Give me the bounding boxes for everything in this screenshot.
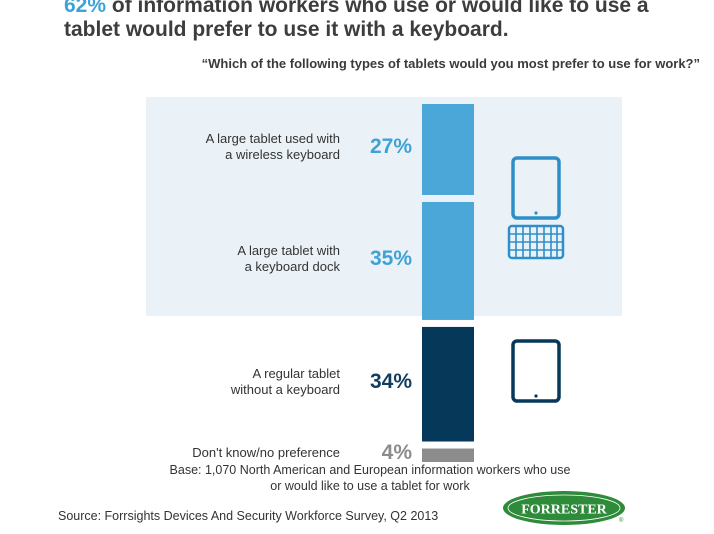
survey-question: “Which of the following types of tablets…	[201, 56, 700, 71]
value-label-no-keyboard: 34%	[369, 370, 412, 394]
category-label-line: a keyboard dock	[244, 258, 340, 274]
value-label-keyboard-dock: 35%	[369, 246, 412, 270]
base-note: Base: 1,070 North American and European …	[120, 462, 620, 494]
category-label-line: A large tablet with	[237, 242, 340, 258]
bar-no-keyboard	[422, 326, 474, 442]
value-label-wireless-keyboard: 27%	[369, 135, 412, 159]
base-note-line-2: or would like to use a tablet for work	[270, 479, 470, 493]
bar-keyboard-dock	[422, 201, 474, 320]
forrester-logo: FORRESTER ®	[503, 491, 625, 525]
tablet-with-keyboard-icon	[507, 156, 565, 260]
bar-no-preference	[422, 448, 474, 462]
keyboard-group-panel	[146, 97, 622, 316]
logo-registered-mark: ®	[619, 517, 624, 524]
headline-percentage: 62%	[64, 0, 107, 17]
category-label-no-keyboard: A regular tablet without a keyboard	[140, 366, 340, 398]
category-label-no-preference: Don't know/no preference	[140, 445, 340, 461]
headline: 62% of information workers who use or wo…	[64, 0, 704, 42]
bars	[422, 104, 474, 462]
category-label-line: A regular tablet	[252, 366, 340, 382]
logo-text: FORRESTER	[521, 503, 607, 518]
category-label-line: without a keyboard	[230, 382, 340, 398]
bar-wireless-keyboard	[422, 104, 474, 195]
category-label-line: Don't know/no preference	[192, 445, 340, 461]
category-label-line: A large tablet used with	[205, 131, 340, 147]
source-note: Source: Forrsights Devices And Security …	[58, 509, 439, 523]
headline-text: of information workers who use or would …	[64, 0, 649, 41]
tablet-icon	[511, 339, 561, 403]
base-note-line-1: Base: 1,070 North American and European …	[169, 463, 571, 477]
category-label-wireless-keyboard: A large tablet used with a wireless keybo…	[140, 131, 340, 163]
category-label-keyboard-dock: A large tablet with a keyboard dock	[140, 243, 340, 275]
value-label-no-preference: 4%	[381, 441, 412, 465]
category-label-line: a wireless keyboard	[225, 147, 340, 163]
